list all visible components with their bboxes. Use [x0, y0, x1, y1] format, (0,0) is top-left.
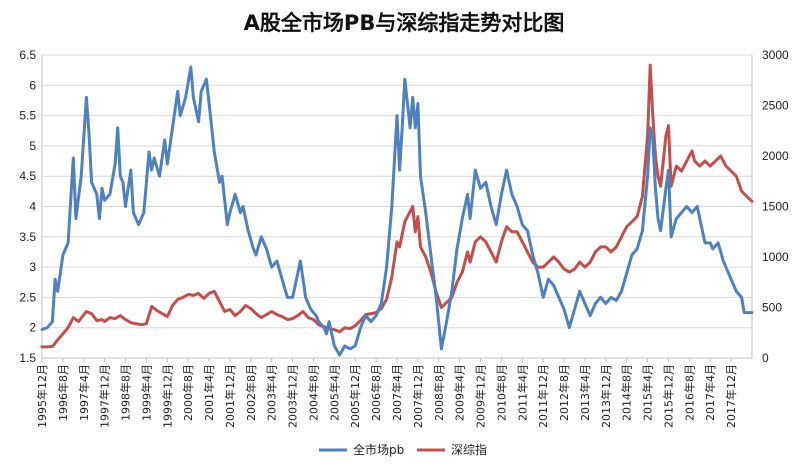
y-left-tick-label: 3.5: [19, 230, 36, 244]
x-tick-label: 2015年12月: [661, 364, 675, 428]
y-left-tick-label: 1.5: [19, 351, 36, 365]
y-right-tick-label: 1000: [762, 250, 789, 264]
x-tick-label: 2004年8月: [306, 364, 320, 421]
legend-label-pb: 全市场pb: [353, 442, 404, 457]
x-tick-label: 2005年4月: [327, 364, 341, 421]
y-right-tick-label: 0: [762, 351, 769, 365]
y-left-tick-label: 2.5: [19, 290, 36, 304]
x-tick-label: 2013年4月: [578, 364, 592, 421]
left-axis: 1.5 2 2.5 3 3.5 4 4.5 5 5.5 6 6.5: [19, 48, 43, 365]
x-tick-label: 2001年12月: [223, 364, 237, 428]
x-tick-label: 2015年4月: [641, 364, 655, 421]
x-tick-label: 2007年12月: [411, 364, 425, 428]
y-left-tick-label: 2: [29, 321, 36, 335]
y-right-tick-label: 500: [762, 301, 782, 315]
y-right-tick-label: 2500: [762, 99, 789, 113]
x-tick-label: 2003年12月: [286, 364, 300, 428]
x-tick-label: 2013年12月: [599, 364, 613, 428]
x-tick-label: 2010年8月: [494, 364, 508, 421]
x-tick-label: 2011年12月: [536, 364, 550, 428]
y-right-tick-label: 1500: [762, 200, 789, 214]
x-tick-label: 2016年8月: [682, 364, 696, 421]
x-tick-label: 1999年12月: [160, 364, 174, 428]
x-axis: 1995年12月 1996年8月 1997年4月 1997年12月 1998年8月 199…: [35, 357, 752, 428]
x-tick-label: 2000年8月: [181, 364, 195, 421]
x-tick-label: 2008年8月: [432, 364, 446, 421]
x-tick-label: 2009年12月: [474, 364, 488, 428]
x-tick-label: 1996年8月: [56, 364, 70, 421]
x-tick-label: 2005年12月: [348, 364, 362, 428]
y-left-tick-label: 5: [29, 139, 36, 153]
right-axis: 0 500 1000 1500 2000 2500 3000: [751, 48, 789, 365]
y-left-tick-label: 4: [29, 200, 36, 214]
series-line-szzs: [40, 63, 754, 349]
x-tick-label: 2014年8月: [620, 364, 634, 421]
x-tick-label: 2006年8月: [369, 364, 383, 421]
legend-label-szzs: 深综指: [451, 442, 487, 457]
x-tick-label: 2002年8月: [244, 364, 258, 421]
x-tick-label: 2011年4月: [515, 364, 529, 421]
x-tick-label: 1997年12月: [98, 364, 112, 428]
y-left-tick-label: 3: [29, 260, 36, 274]
x-tick-label: 2003年4月: [265, 364, 279, 421]
y-left-tick-label: 6.5: [19, 48, 36, 62]
x-tick-label: 2017年4月: [703, 364, 717, 421]
series-line-pb: [40, 65, 754, 357]
x-tick-label: 1997年4月: [77, 364, 91, 421]
y-left-tick-label: 5.5: [19, 109, 36, 123]
y-right-tick-label: 3000: [762, 48, 789, 62]
x-tick-label: 1999年4月: [139, 364, 153, 421]
chart-title: A股全市场PB与深综指走势对比图: [244, 11, 565, 35]
series-lines: [40, 63, 754, 357]
x-tick-label: 1995年12月: [35, 364, 49, 428]
x-tick-label: 2012年8月: [557, 364, 571, 421]
y-right-tick-label: 2000: [762, 149, 789, 163]
x-tick-label: 1998年8月: [119, 364, 133, 421]
x-tick-label: 2007年4月: [390, 364, 404, 421]
x-tick-label: 2001年4月: [202, 364, 216, 421]
x-tick-label: 2009年4月: [453, 364, 467, 421]
y-left-tick-label: 4.5: [19, 169, 36, 183]
legend: 全市场pb 深综指: [319, 442, 487, 457]
y-left-tick-label: 6: [29, 78, 36, 92]
x-tick-label: 2017年12月: [724, 364, 738, 428]
